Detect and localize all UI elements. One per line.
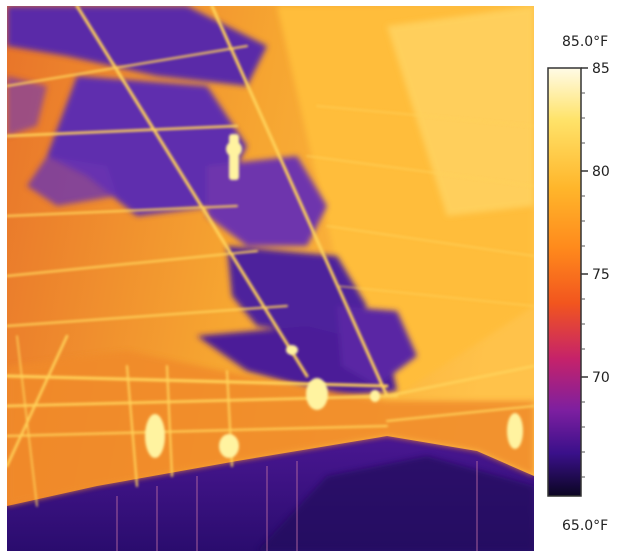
colorbar-max-label: 85.0°F: [562, 34, 608, 50]
cold-floor-deep: [257, 456, 534, 551]
thermal-image: [7, 6, 534, 551]
colorbar-tick-75: 75: [592, 267, 610, 283]
colorbar-tick-85: 85: [592, 61, 610, 77]
floor-stripes: [116, 461, 478, 551]
colorbar-tick-80: 80: [592, 164, 610, 180]
colorbar-gradient: [547, 67, 582, 497]
colorbar-min-label: 65.0°F: [562, 518, 608, 534]
hot-spots: [145, 134, 523, 458]
colorbar-major-ticks: [581, 67, 588, 378]
hot-zone-right-bright: [387, 6, 534, 216]
colorbar-minor-ticks: [581, 92, 585, 478]
temperature-colorbar: 85.0°F 85 80 75 70 65.0°F: [547, 34, 610, 534]
colorbar-tick-70: 70: [592, 370, 610, 386]
